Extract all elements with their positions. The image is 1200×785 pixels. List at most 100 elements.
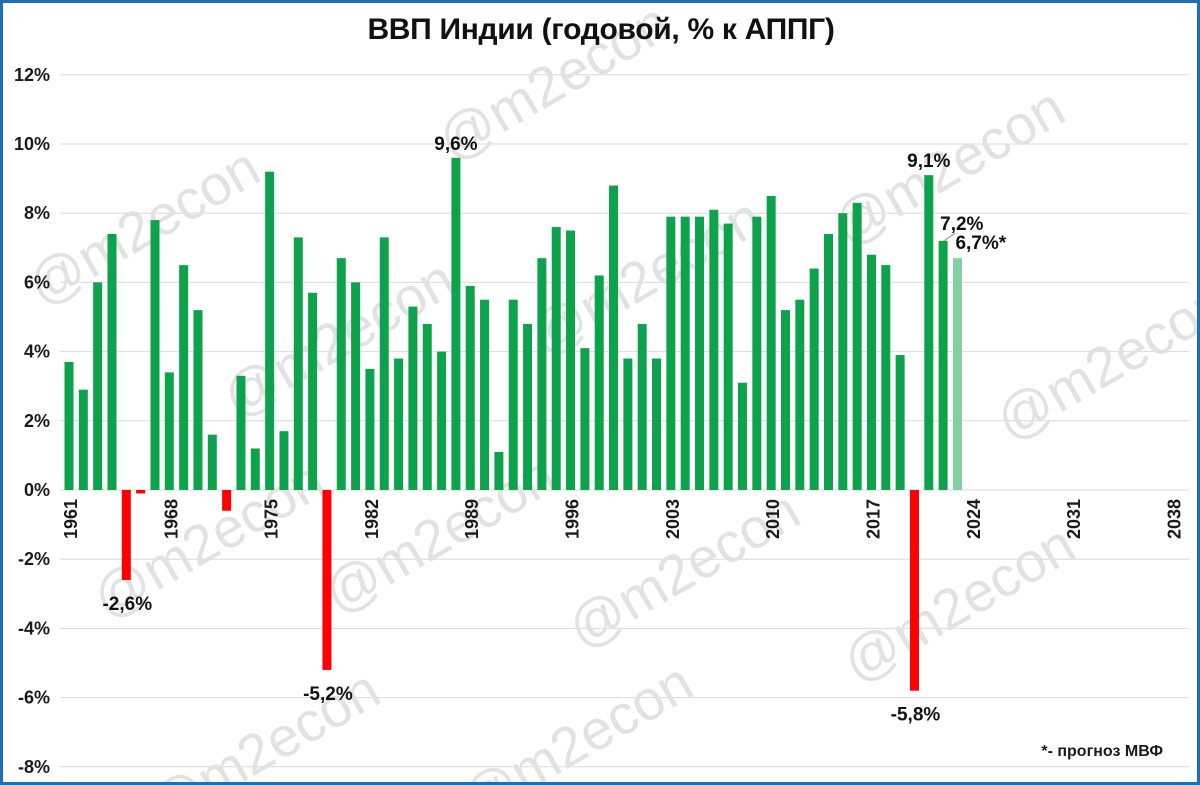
y-tick-label--6: -6% (18, 688, 50, 708)
y-tick-label--8: -8% (18, 757, 50, 777)
bar-1964 (107, 233, 117, 490)
bar-1968 (164, 372, 174, 490)
bar-1984 (394, 358, 404, 490)
data-label-1965: -2,6% (102, 594, 152, 615)
bar-2015 (838, 213, 848, 490)
bar-2000 (623, 358, 633, 490)
bar-2008 (738, 382, 748, 490)
bar-2019 (895, 355, 905, 490)
bar-2018 (881, 265, 891, 490)
bar-1978 (308, 292, 318, 490)
x-tick-label-1989: 1989 (462, 499, 482, 539)
bar-2009 (752, 216, 762, 490)
bar-1963 (93, 282, 103, 490)
bar-1996 (566, 230, 576, 490)
bar-1967 (150, 220, 160, 490)
bar-1983 (379, 237, 389, 490)
bar-1973 (236, 375, 246, 490)
watermark-10: @m2econ (137, 657, 390, 785)
data-label-1979: -5,2% (303, 684, 353, 705)
x-tick-label-2031: 2031 (1064, 499, 1084, 539)
x-tick-label-1961: 1961 (61, 499, 81, 539)
bar-2014 (823, 233, 833, 490)
bar-2012 (795, 299, 805, 490)
bar-2023 (952, 258, 962, 490)
bar-1962 (78, 389, 88, 490)
bar-2005 (695, 216, 705, 490)
bar-1998 (594, 275, 604, 490)
x-tick-label-2010: 2010 (763, 499, 783, 539)
bar-1985 (408, 306, 418, 490)
data-label-2021: 9,1% (907, 151, 950, 172)
chart-title: ВВП Индии (годовой, % к АППГ) (367, 13, 835, 46)
bar-1965 (121, 490, 131, 580)
bar-2003 (666, 216, 676, 490)
bar-1992 (508, 299, 518, 490)
y-tick-label-6: 6% (24, 272, 50, 292)
data-label-1988: 9,6% (434, 134, 477, 155)
bar-2017 (866, 254, 876, 490)
bar-1982 (365, 368, 375, 490)
x-tick-label-1996: 1996 (563, 499, 583, 539)
plot-area: @m2econ@m2econ@m2econ@m2econ@m2econ@m2ec… (14, 3, 1200, 785)
bar-1966 (136, 490, 146, 494)
leader-line-2023 (943, 232, 956, 242)
x-tick-label-1982: 1982 (362, 499, 382, 539)
y-tick-label-4: 4% (24, 342, 50, 362)
bar-1987 (437, 351, 447, 490)
bar-1974 (250, 448, 260, 490)
bar-1994 (537, 258, 547, 490)
bar-1969 (179, 265, 189, 490)
y-tick-label-12: 12% (14, 65, 50, 85)
data-label-2022: 7,2% (940, 214, 983, 235)
bar-1977 (293, 237, 303, 490)
bar-1999 (609, 185, 619, 490)
bar-1986 (422, 323, 432, 490)
data-label-2020: -5,8% (891, 705, 941, 726)
bar-1981 (351, 282, 361, 490)
bar-1979 (322, 490, 332, 670)
bar-1980 (336, 258, 346, 490)
bar-1997 (580, 348, 590, 490)
bar-2004 (680, 216, 690, 490)
x-tick-label-1975: 1975 (262, 499, 282, 539)
bar-1993 (523, 323, 533, 490)
bar-1971 (207, 434, 217, 490)
footnote-imf-forecast: *- прогноз МВФ (1041, 743, 1163, 760)
bar-2007 (723, 223, 733, 490)
y-tick-label--4: -4% (18, 618, 50, 638)
bar-2002 (652, 358, 662, 490)
x-tick-label-2003: 2003 (663, 499, 683, 539)
bar-2010 (766, 195, 776, 490)
data-label-2023: 6,7%* (955, 233, 1006, 254)
x-tick-label-1968: 1968 (161, 499, 181, 539)
bar-2016 (852, 202, 862, 490)
y-tick-label-10: 10% (14, 134, 50, 154)
bar-2001 (637, 323, 647, 490)
bar-2020 (909, 490, 919, 691)
bar-2011 (781, 310, 790, 490)
watermark-11: @m2econ (450, 650, 703, 785)
bar-1976 (279, 431, 289, 490)
bar-1995 (551, 227, 561, 491)
bar-2021 (924, 175, 934, 490)
y-tick-label-2: 2% (24, 411, 50, 431)
y-tick-label--2: -2% (18, 549, 50, 569)
bar-2006 (709, 209, 719, 491)
bar-1975 (265, 171, 275, 490)
bar-1988 (451, 157, 461, 490)
bar-2013 (809, 268, 819, 490)
x-tick-label-2038: 2038 (1164, 499, 1184, 539)
y-tick-label-0: 0% (24, 480, 50, 500)
x-tick-label-2024: 2024 (964, 499, 984, 539)
bar-1990 (480, 299, 490, 490)
bar-1970 (193, 310, 203, 490)
x-tick-label-2017: 2017 (863, 499, 883, 539)
bar-1961 (64, 361, 74, 490)
watermark-9: @m2econ (985, 270, 1200, 453)
bar-1972 (222, 490, 232, 511)
bar-1989 (465, 285, 475, 490)
bar-1991 (494, 451, 504, 490)
bar-2022 (938, 240, 948, 490)
